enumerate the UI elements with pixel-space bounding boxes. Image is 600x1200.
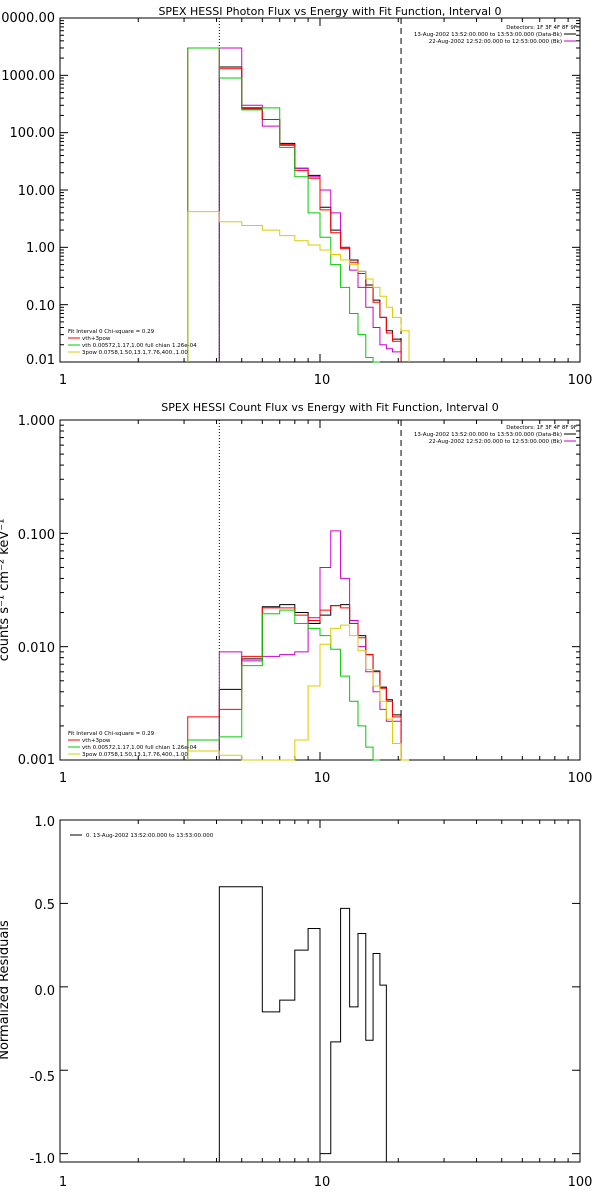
y-tick-label: -1.0 [30, 1152, 55, 1167]
residual-legend: 0. 13-Aug-2002 13:52:00.000 to 13:53:00.… [70, 833, 214, 839]
info-block: Detectors: 1F 3F 4F 8F 9F 13-Aug-2002 13… [414, 25, 577, 45]
y-tick-label: 1.00 [26, 241, 55, 256]
x-tick-label: 1 [59, 373, 67, 388]
legend-label: vth+3pow [82, 738, 111, 744]
y-tick-labels: 1.0 0.5 0.0 -0.5 -1.0 [30, 815, 55, 1167]
series-data-bk [218, 66, 402, 362]
series-data-bk [218, 604, 402, 760]
background-interval-label: 22-Aug-2002 12:52:00.000 to 12:53:00.000… [429, 39, 562, 45]
x-tick-label: 1 [59, 771, 67, 786]
series-total [187, 47, 402, 362]
residuals-panel: Normalized Residuals 1.0 0.5 0.0 -0.5 -1… [0, 815, 592, 1190]
y-axis-label: Normalized Residuals [0, 920, 12, 1060]
data-interval-label: 13-Aug-2002 13:52:00.000 to 13:53:00.000… [414, 32, 562, 38]
series-residuals [218, 886, 387, 1162]
info-block: Detectors: 1F 3F 4F 8F 9F 13-Aug-2002 13… [414, 425, 577, 445]
legend-label: vth+3pow [82, 336, 111, 342]
y-tick-label: 0.5 [34, 898, 55, 913]
y-tick-label: 10.00 [18, 184, 55, 199]
series-thermal [187, 47, 380, 363]
legend-label: vth 0.00572,1.17,1.00 full chian 1.26e-0… [82, 343, 197, 349]
photon-flux-panel: SPEX HESSI Photon Flux vs Energy with Fi… [0, 5, 592, 388]
y-tick-label: 0.10 [26, 299, 55, 314]
series-powerlaw [187, 624, 410, 761]
fit-legend-title: Fit Interval 0 Chi-square = 0.29 [68, 329, 155, 335]
x-tick-labels: 1 10 100 [59, 771, 593, 786]
y-tick-label: -0.5 [30, 1070, 55, 1085]
tick-marks [59, 819, 580, 1162]
y-tick-label: 0.01 [26, 353, 55, 368]
chart-title: SPEX HESSI Count Flux vs Energy with Fit… [161, 401, 498, 414]
y-tick-labels: 1.000 0.100 0.010 0.001 [18, 414, 55, 768]
series-bk [218, 47, 402, 362]
legend-label: 3pow 0.0758,1.50,13.1,7.76,400.,1.00 [82, 350, 188, 356]
x-tick-label: 1 [59, 1175, 67, 1190]
chart-title: SPEX HESSI Photon Flux vs Energy with Fi… [158, 5, 501, 18]
background-interval-label: 22-Aug-2002 12:52:00.000 to 12:53:00.000… [429, 439, 562, 445]
tick-marks [59, 419, 580, 761]
y-tick-label: 10000.00 [0, 11, 55, 26]
y-tick-label: 0.001 [18, 753, 55, 768]
x-tick-label: 100 [568, 1175, 593, 1190]
x-tick-labels: 1 10 100 [59, 373, 593, 388]
x-tick-label: 10 [314, 1175, 331, 1190]
series-total [187, 605, 402, 760]
fit-legend: Fit Interval 0 Chi-square = 0.29 vth+3po… [68, 731, 197, 758]
series-group [187, 530, 410, 761]
fit-legend: Fit Interval 0 Chi-square = 0.29 vth+3po… [68, 329, 197, 356]
vertical-markers [218, 18, 402, 362]
fit-legend-title: Fit Interval 0 Chi-square = 0.29 [68, 731, 155, 737]
x-tick-label: 10 [314, 771, 331, 786]
y-tick-label: 1000.00 [1, 69, 55, 84]
series-powerlaw [187, 211, 410, 362]
y-tick-label: 0.100 [18, 528, 55, 543]
legend-label: vth 0.00572,1.17,1.00 full chian 1.26e-0… [82, 745, 197, 751]
x-tick-label: 100 [568, 771, 593, 786]
series-thermal [187, 609, 380, 761]
detectors-label: Detectors: 1F 3F 4F 8F 9F [506, 425, 577, 431]
y-tick-label: 100.00 [10, 126, 56, 141]
y-tick-label: 1.000 [18, 414, 55, 429]
series-group [187, 47, 410, 363]
detectors-label: Detectors: 1F 3F 4F 8F 9F [506, 25, 577, 31]
count-flux-panel: SPEX HESSI Count Flux vs Energy with Fit… [0, 401, 592, 786]
x-tick-labels: 1 10 100 [59, 1175, 593, 1190]
y-axis-label: counts s⁻¹ cm⁻² keV⁻¹ [0, 519, 12, 662]
legend-label: 3pow 0.0758,1.50,13.1,7.76,400.,1.00 [82, 752, 188, 758]
y-tick-label: 0.0 [34, 984, 55, 999]
vertical-markers [218, 420, 402, 760]
series-group [218, 886, 387, 1162]
series-bk [218, 530, 402, 760]
y-tick-label: 1.0 [34, 815, 55, 830]
tick-marks [59, 17, 580, 363]
data-interval-label: 13-Aug-2002 13:52:00.000 to 13:53:00.000… [414, 432, 562, 438]
y-tick-label: 0.010 [18, 641, 55, 656]
legend-label: 0. 13-Aug-2002 13:52:00.000 to 13:53:00.… [86, 833, 214, 839]
y-tick-labels: 10000.00 1000.00 100.00 10.00 1.00 0.10 … [0, 11, 55, 368]
x-tick-label: 100 [568, 373, 593, 388]
x-tick-label: 10 [314, 373, 331, 388]
